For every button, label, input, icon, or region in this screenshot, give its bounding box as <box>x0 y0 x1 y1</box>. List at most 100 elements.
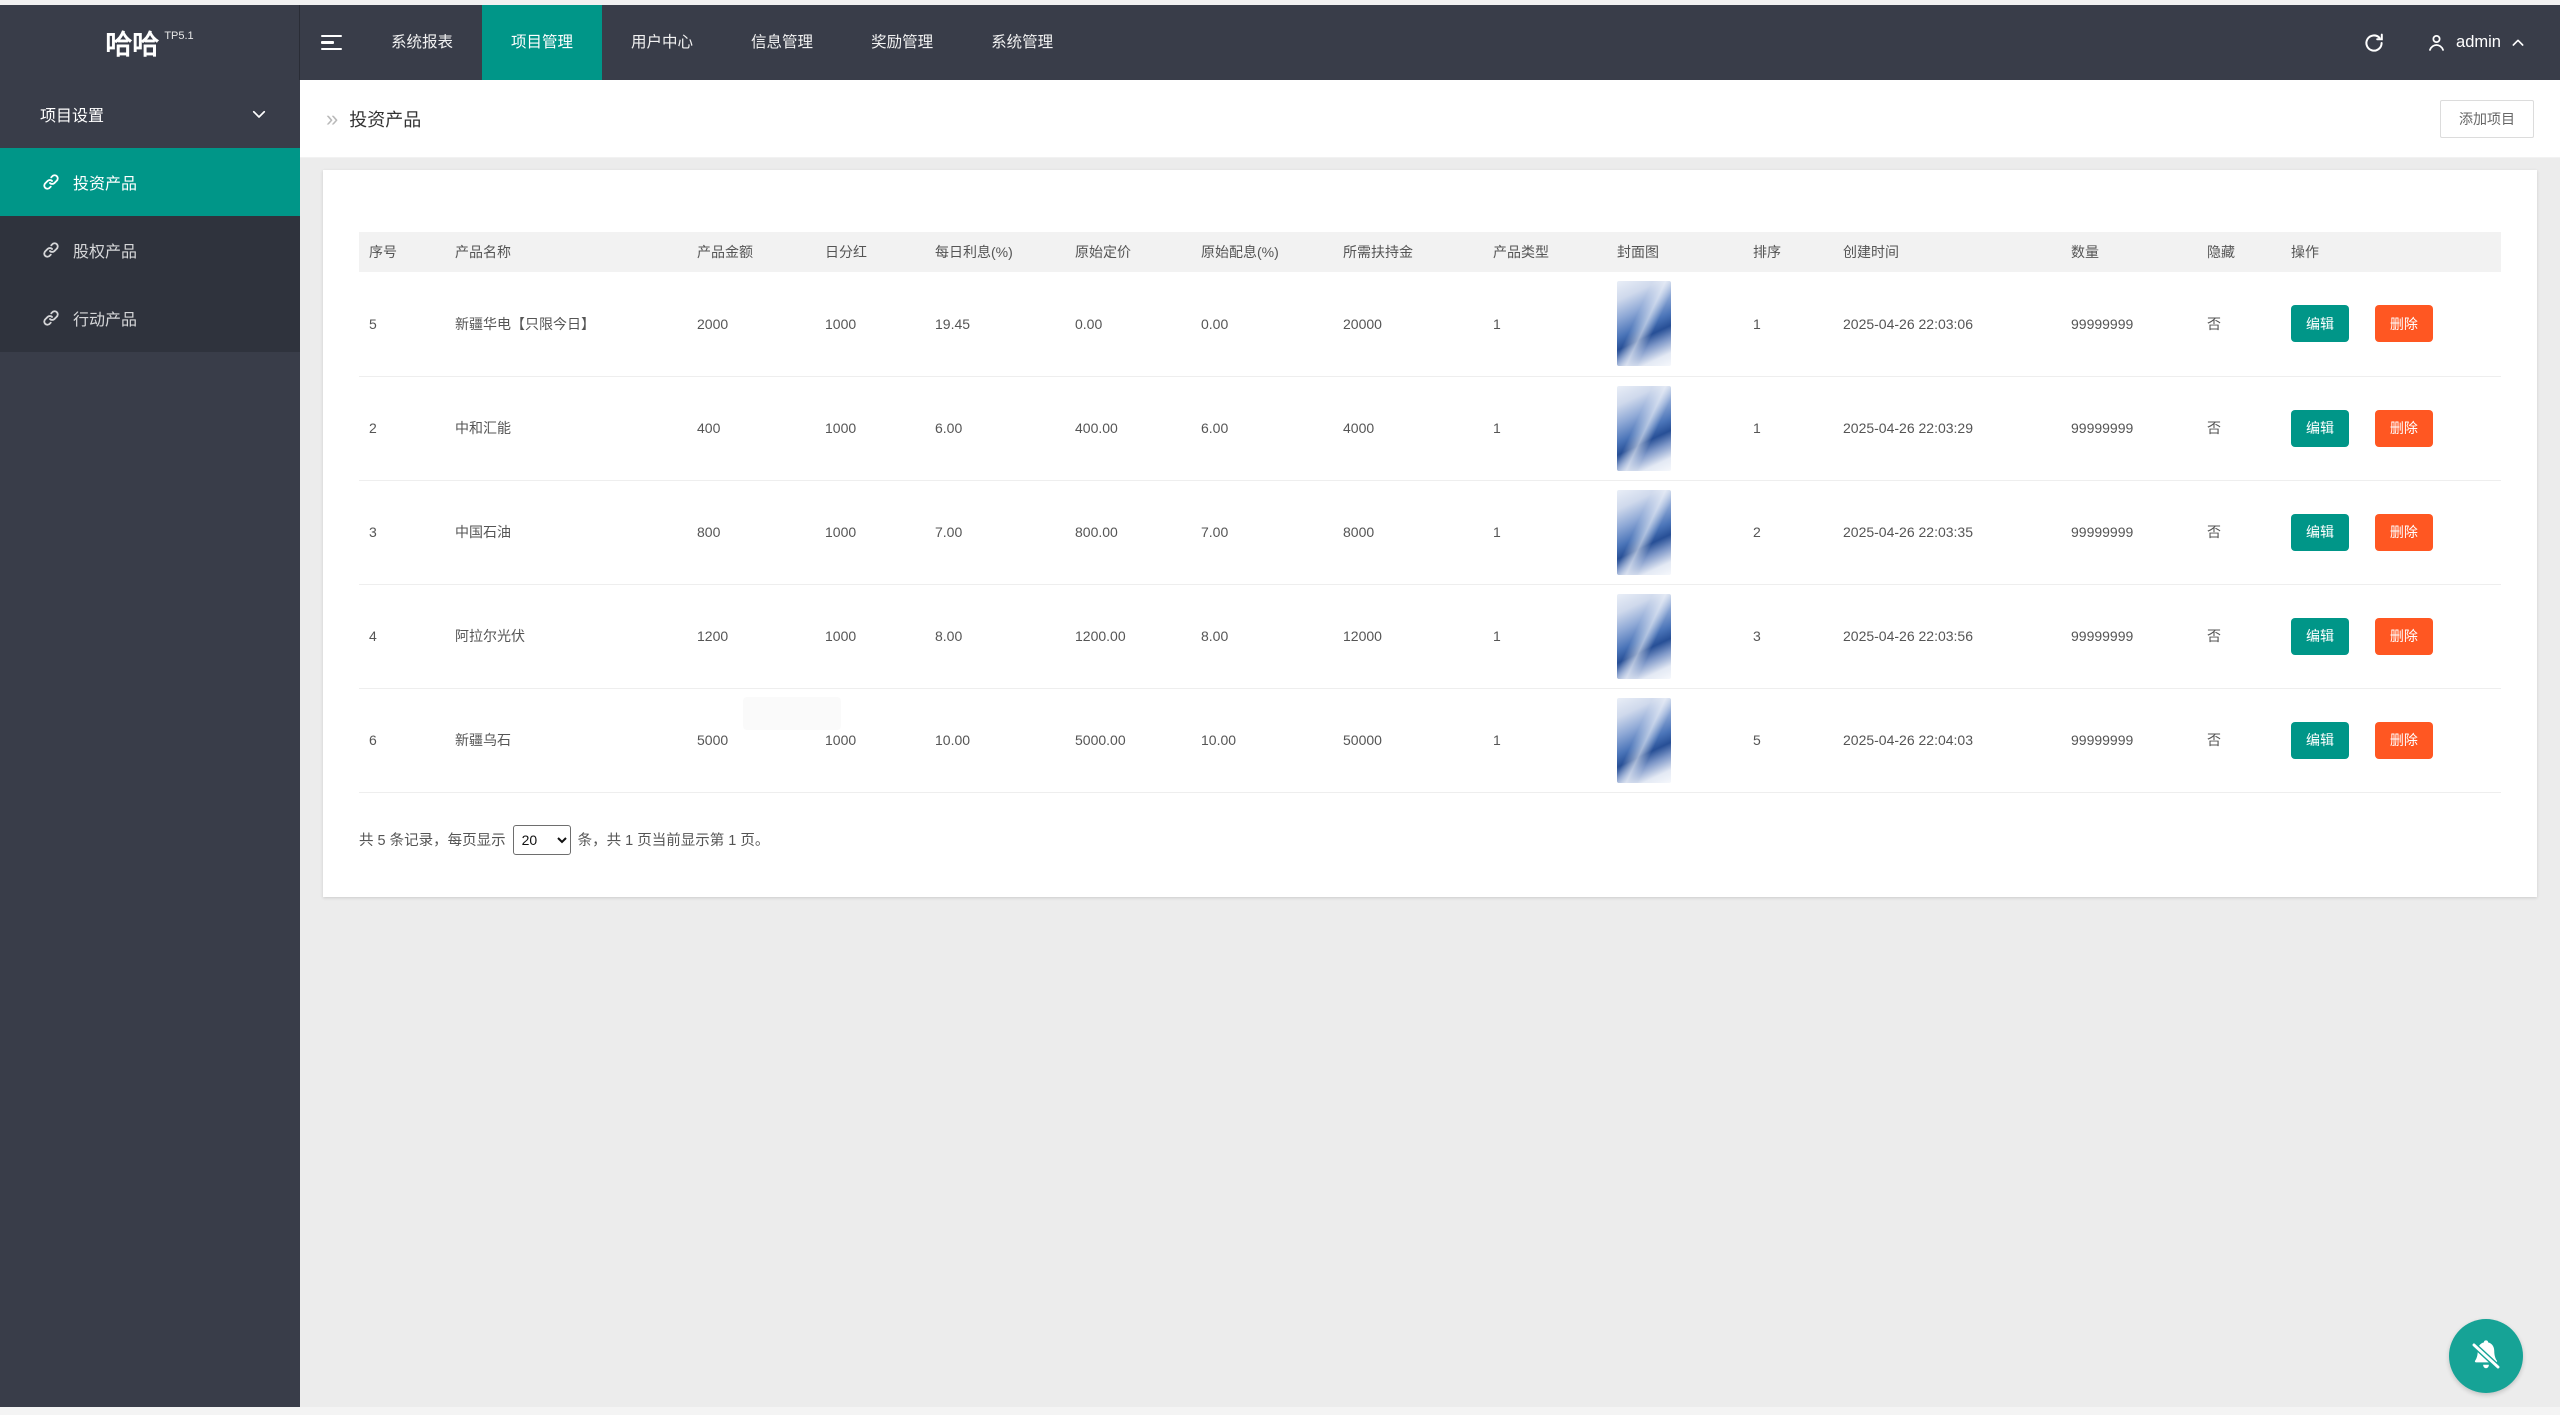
sidebar-item-invest-products[interactable]: 投资产品 <box>0 148 300 216</box>
cell-original-price: 1200.00 <box>1065 584 1191 689</box>
cell-original-price: 0.00 <box>1065 272 1191 377</box>
tab-info-manage[interactable]: 信息管理 <box>751 34 814 51</box>
tab-project-manage[interactable]: 项目管理 <box>482 5 603 80</box>
edit-button[interactable]: 编辑 <box>2291 513 2349 551</box>
cell-original-interest: 6.00 <box>1191 376 1333 481</box>
cell-amount: 2000 <box>687 272 815 377</box>
cell-support-fund: 4000 <box>1333 376 1483 481</box>
delete-button[interactable]: 删除 <box>2374 513 2433 551</box>
cell-created-at: 2025-04-26 22:03:06 <box>1833 272 2061 377</box>
cell-index: 2 <box>359 376 445 481</box>
cover-image[interactable] <box>1617 697 1671 783</box>
sidebar-toggle-icon[interactable] <box>300 5 362 80</box>
cell-support-fund: 50000 <box>1333 688 1483 793</box>
sidebar-submenu: 投资产品 股权产品 行动产品 <box>0 148 300 352</box>
page-title: 投资产品 <box>349 109 422 130</box>
sidebar-item-equity-products[interactable]: 股权产品 <box>0 216 300 284</box>
tab-system-manage[interactable]: 系统管理 <box>991 34 1054 51</box>
cell-product-name: 中国石油 <box>445 480 687 585</box>
sidebar-item-label: 投资产品 <box>73 176 138 193</box>
page-size-select[interactable]: 20 <box>512 824 571 855</box>
cell-quantity: 99999999 <box>2061 688 2197 793</box>
table-body: 5 新疆华电【只限今日】 2000 1000 19.45 0.00 0.00 2… <box>359 272 2501 793</box>
column-header: 每日利息(%) <box>925 232 1065 272</box>
cell-original-price: 5000.00 <box>1065 688 1191 793</box>
cell-support-fund: 8000 <box>1333 480 1483 585</box>
pagination: 共 5 条记录，每页显示 20 条，共 1 页当前显示第 1 页。 <box>359 824 2501 855</box>
cell-amount: 400 <box>687 376 815 481</box>
cell-daily-interest: 19.45 <box>925 272 1065 377</box>
cover-image[interactable] <box>1617 489 1671 575</box>
delete-button[interactable]: 删除 <box>2374 617 2433 655</box>
cell-hidden: 否 <box>2197 272 2281 377</box>
tab-reward-manage[interactable]: 奖励管理 <box>871 34 934 51</box>
delete-button[interactable]: 删除 <box>2374 721 2433 759</box>
notification-mute-button[interactable] <box>2449 1319 2523 1393</box>
cell-actions: 编辑 删除 <box>2281 584 2501 689</box>
top-menu: 系统报表 项目管理 用户中心 信息管理 奖励管理 系统管理 <box>362 5 1082 80</box>
cell-cover <box>1607 584 1743 689</box>
sidebar-group-project-settings[interactable]: 项目设置 <box>0 80 300 148</box>
cell-original-interest: 0.00 <box>1191 272 1333 377</box>
pagination-suffix: 条，共 1 页当前显示第 1 页。 <box>577 833 770 849</box>
cell-amount: 800 <box>687 480 815 585</box>
cell-actions: 编辑 删除 <box>2281 376 2501 481</box>
column-header: 数量 <box>2061 232 2197 272</box>
cell-created-at: 2025-04-26 22:03:56 <box>1833 584 2061 689</box>
delete-button[interactable]: 删除 <box>2374 409 2433 447</box>
cell-support-fund: 20000 <box>1333 272 1483 377</box>
cell-index: 3 <box>359 480 445 585</box>
cell-daily-interest: 7.00 <box>925 480 1065 585</box>
refresh-icon[interactable] <box>2362 31 2386 55</box>
table-row: 4 阿拉尔光伏 1200 1000 8.00 1200.00 8.00 1200… <box>359 584 2501 689</box>
edit-button[interactable]: 编辑 <box>2291 721 2349 759</box>
tab-system-report[interactable]: 系统报表 <box>391 34 454 51</box>
link-icon <box>42 309 60 327</box>
add-project-button[interactable]: 添加项目 <box>2440 99 2534 138</box>
cell-cover <box>1607 272 1743 377</box>
navbar-right: admin <box>2362 5 2560 80</box>
hamburger-bar <box>320 41 334 44</box>
tab-user-center[interactable]: 用户中心 <box>631 34 694 51</box>
cover-image[interactable] <box>1617 593 1671 679</box>
cell-hidden: 否 <box>2197 688 2281 793</box>
cell-hidden: 否 <box>2197 584 2281 689</box>
brand-name: 哈哈 <box>105 30 160 60</box>
cover-image[interactable] <box>1617 385 1671 471</box>
cell-created-at: 2025-04-26 22:03:29 <box>1833 376 2061 481</box>
delete-button[interactable]: 删除 <box>2374 305 2433 343</box>
cell-quantity: 99999999 <box>2061 272 2197 377</box>
sidebar-item-action-products[interactable]: 行动产品 <box>0 284 300 352</box>
edit-button[interactable]: 编辑 <box>2291 305 2349 343</box>
cell-created-at: 2025-04-26 22:04:03 <box>1833 688 2061 793</box>
chevron-up-icon <box>2510 35 2526 51</box>
cell-index: 5 <box>359 272 445 377</box>
column-header: 封面图 <box>1607 232 1743 272</box>
faint-overlay <box>743 697 841 730</box>
column-header: 日分红 <box>815 232 925 272</box>
cell-cover <box>1607 688 1743 793</box>
cell-original-price: 400.00 <box>1065 376 1191 481</box>
cell-quantity: 99999999 <box>2061 584 2197 689</box>
cell-sort: 3 <box>1743 584 1833 689</box>
username: admin <box>2456 33 2501 51</box>
cover-image[interactable] <box>1617 281 1671 367</box>
brand-version: TP5.1 <box>164 29 194 42</box>
link-icon <box>42 173 60 191</box>
sidebar: 项目设置 投资产品 股权产品 <box>0 80 300 1415</box>
cell-product-type: 1 <box>1483 376 1607 481</box>
breadcrumb: » 投资产品 添加项目 <box>300 80 2560 158</box>
edit-button[interactable]: 编辑 <box>2291 617 2349 655</box>
edit-button[interactable]: 编辑 <box>2291 409 2349 447</box>
cell-original-interest: 8.00 <box>1191 584 1333 689</box>
window-bottom-edge <box>0 1407 2560 1415</box>
cell-index: 6 <box>359 688 445 793</box>
user-menu[interactable]: admin <box>2426 32 2526 53</box>
cell-created-at: 2025-04-26 22:03:35 <box>1833 480 2061 585</box>
cell-amount: 1200 <box>687 584 815 689</box>
cell-sort: 5 <box>1743 688 1833 793</box>
column-header: 产品金额 <box>687 232 815 272</box>
main-content: » 投资产品 添加项目 序号 产品名称 产品金额 日分红 每日利息(%) 原始定价 原始配息… <box>300 80 2560 1415</box>
brand-logo[interactable]: 哈哈 TP5.1 <box>0 5 300 80</box>
bell-slash-icon <box>2467 1337 2505 1375</box>
